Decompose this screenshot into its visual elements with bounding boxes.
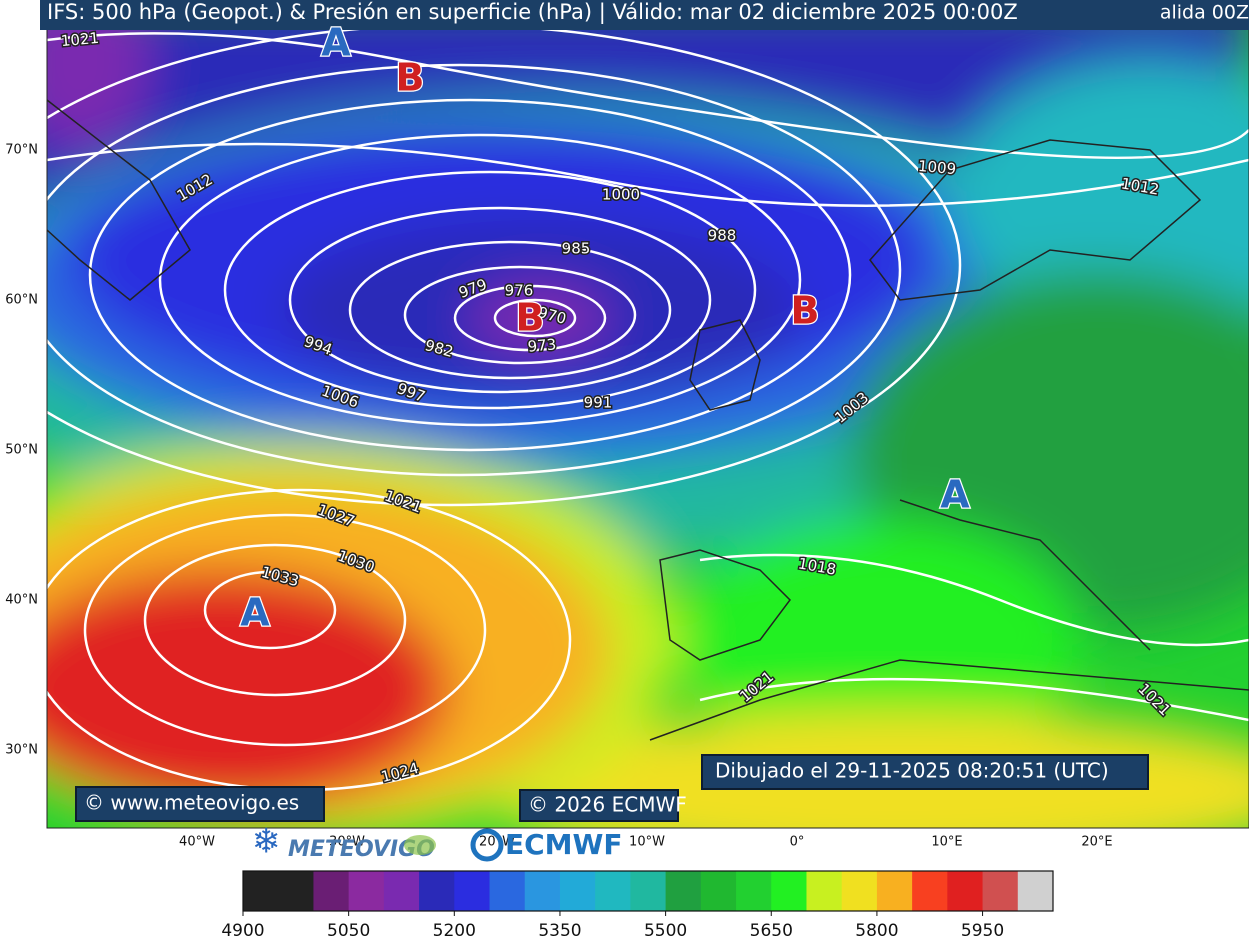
longitude-label: 40°W	[179, 835, 215, 850]
coastlines	[47, 99, 1249, 741]
ecmwf-icon	[470, 828, 504, 862]
site-credit: © www.meteovigo.es	[84, 791, 299, 815]
pressure-center: B	[396, 56, 425, 100]
latitude-label: 30°N	[5, 743, 38, 758]
title: IFS: 500 hPa (Geopot.) & Presión en supe…	[47, 0, 1018, 25]
colorbar-segment	[736, 871, 772, 911]
colorbar-segment	[912, 871, 948, 911]
colorbar-tick-label: 5500	[644, 921, 687, 941]
colorbar-tick-label: 5200	[433, 921, 476, 941]
colorbar-segment	[595, 871, 631, 911]
colorbar-segment	[278, 871, 314, 911]
pressure-center: B	[516, 296, 545, 340]
colorbar-segment	[665, 871, 702, 911]
colorbar-segment	[982, 871, 1019, 911]
colorbar-segment	[630, 871, 667, 911]
ecmwf-logo: ECMWF	[505, 828, 623, 861]
colorbar-tick-label: 5950	[961, 921, 1004, 941]
longitude-label: 10°E	[931, 835, 962, 850]
latitude-labels: 70°N 60°N 50°N 40°N 30°N	[5, 143, 38, 758]
colorbar-segment	[1017, 871, 1054, 911]
isobar-label: 1009	[917, 157, 957, 178]
snowflake-icon: ❄	[252, 822, 281, 862]
latitude-label: 50°N	[5, 443, 38, 458]
leaf-icon	[404, 835, 436, 855]
pressure-centers: A B B B A A	[239, 19, 972, 636]
pressure-center: A	[940, 473, 970, 517]
drawn-time: Dibujado el 29-11-2025 08:20:51 (UTC)	[715, 759, 1109, 783]
colorbar-segment	[454, 871, 491, 911]
pressure-center: A	[321, 21, 351, 65]
site-credit-box	[75, 786, 325, 822]
isobars	[47, 23, 1249, 792]
pressure-center: B	[791, 289, 820, 333]
isobar-label: 988	[708, 227, 737, 245]
colorbar-tick-label: 4900	[221, 921, 264, 941]
colorbar-tick-label: 5050	[327, 921, 370, 941]
colorbar-tick-label: 5650	[750, 921, 793, 941]
latitude-label: 60°N	[5, 293, 38, 308]
isobar-label: 976	[505, 282, 534, 300]
longitude-label: 20°W	[479, 835, 515, 850]
longitude-label: 20°E	[1081, 835, 1112, 850]
colorbar-segment	[559, 871, 596, 911]
colorbar-segment	[841, 871, 878, 911]
title-bar	[40, 0, 1249, 30]
title-overflow: alida 00Z	[1160, 2, 1249, 24]
colorbar-segment	[383, 871, 420, 911]
map-frame	[46, 0, 1249, 829]
colorbar-segment	[348, 871, 385, 911]
longitude-label: 0°	[790, 835, 805, 850]
colorbar-segment	[524, 871, 561, 911]
colorbar-segment	[806, 871, 843, 911]
colorbar-segment	[243, 871, 279, 911]
colorbar-segment	[313, 871, 350, 911]
colorbar-tick-label: 5800	[855, 921, 898, 941]
colorbar-tick-label: 5350	[538, 921, 581, 941]
colorbar-segment	[876, 871, 913, 911]
isobar-label: 991	[584, 394, 613, 412]
isobar-label: 1021	[60, 29, 100, 50]
colorbar-segment	[489, 871, 526, 911]
longitude-labels: 40°W 30°W 20°W 10°W 0° 10°E 20°E	[179, 835, 1113, 850]
isobar-label: 985	[562, 240, 591, 258]
pressure-center: A	[240, 591, 270, 635]
longitude-label: 30°W	[329, 835, 365, 850]
longitude-label: 10°W	[629, 835, 665, 850]
map-field	[47, 0, 1249, 828]
latitude-label: 40°N	[5, 593, 38, 608]
latitude-label: 70°N	[5, 143, 38, 158]
colorbar-segment	[700, 871, 737, 911]
ecmwf-credit-box	[519, 789, 679, 822]
colorbar-segment	[771, 871, 807, 911]
isobar-label: 973	[527, 335, 557, 355]
drawn-box	[701, 754, 1149, 790]
ecmwf-credit: © 2026 ECMWF	[528, 793, 687, 817]
colorbar-segment	[419, 871, 455, 911]
colorbar: 4900 5050 5200 5350 5500 5650 5800 5950	[221, 870, 1054, 941]
isobar-label: 1000	[602, 186, 640, 204]
colorbar-frame	[242, 870, 1054, 912]
colorbar-segment	[947, 871, 984, 911]
